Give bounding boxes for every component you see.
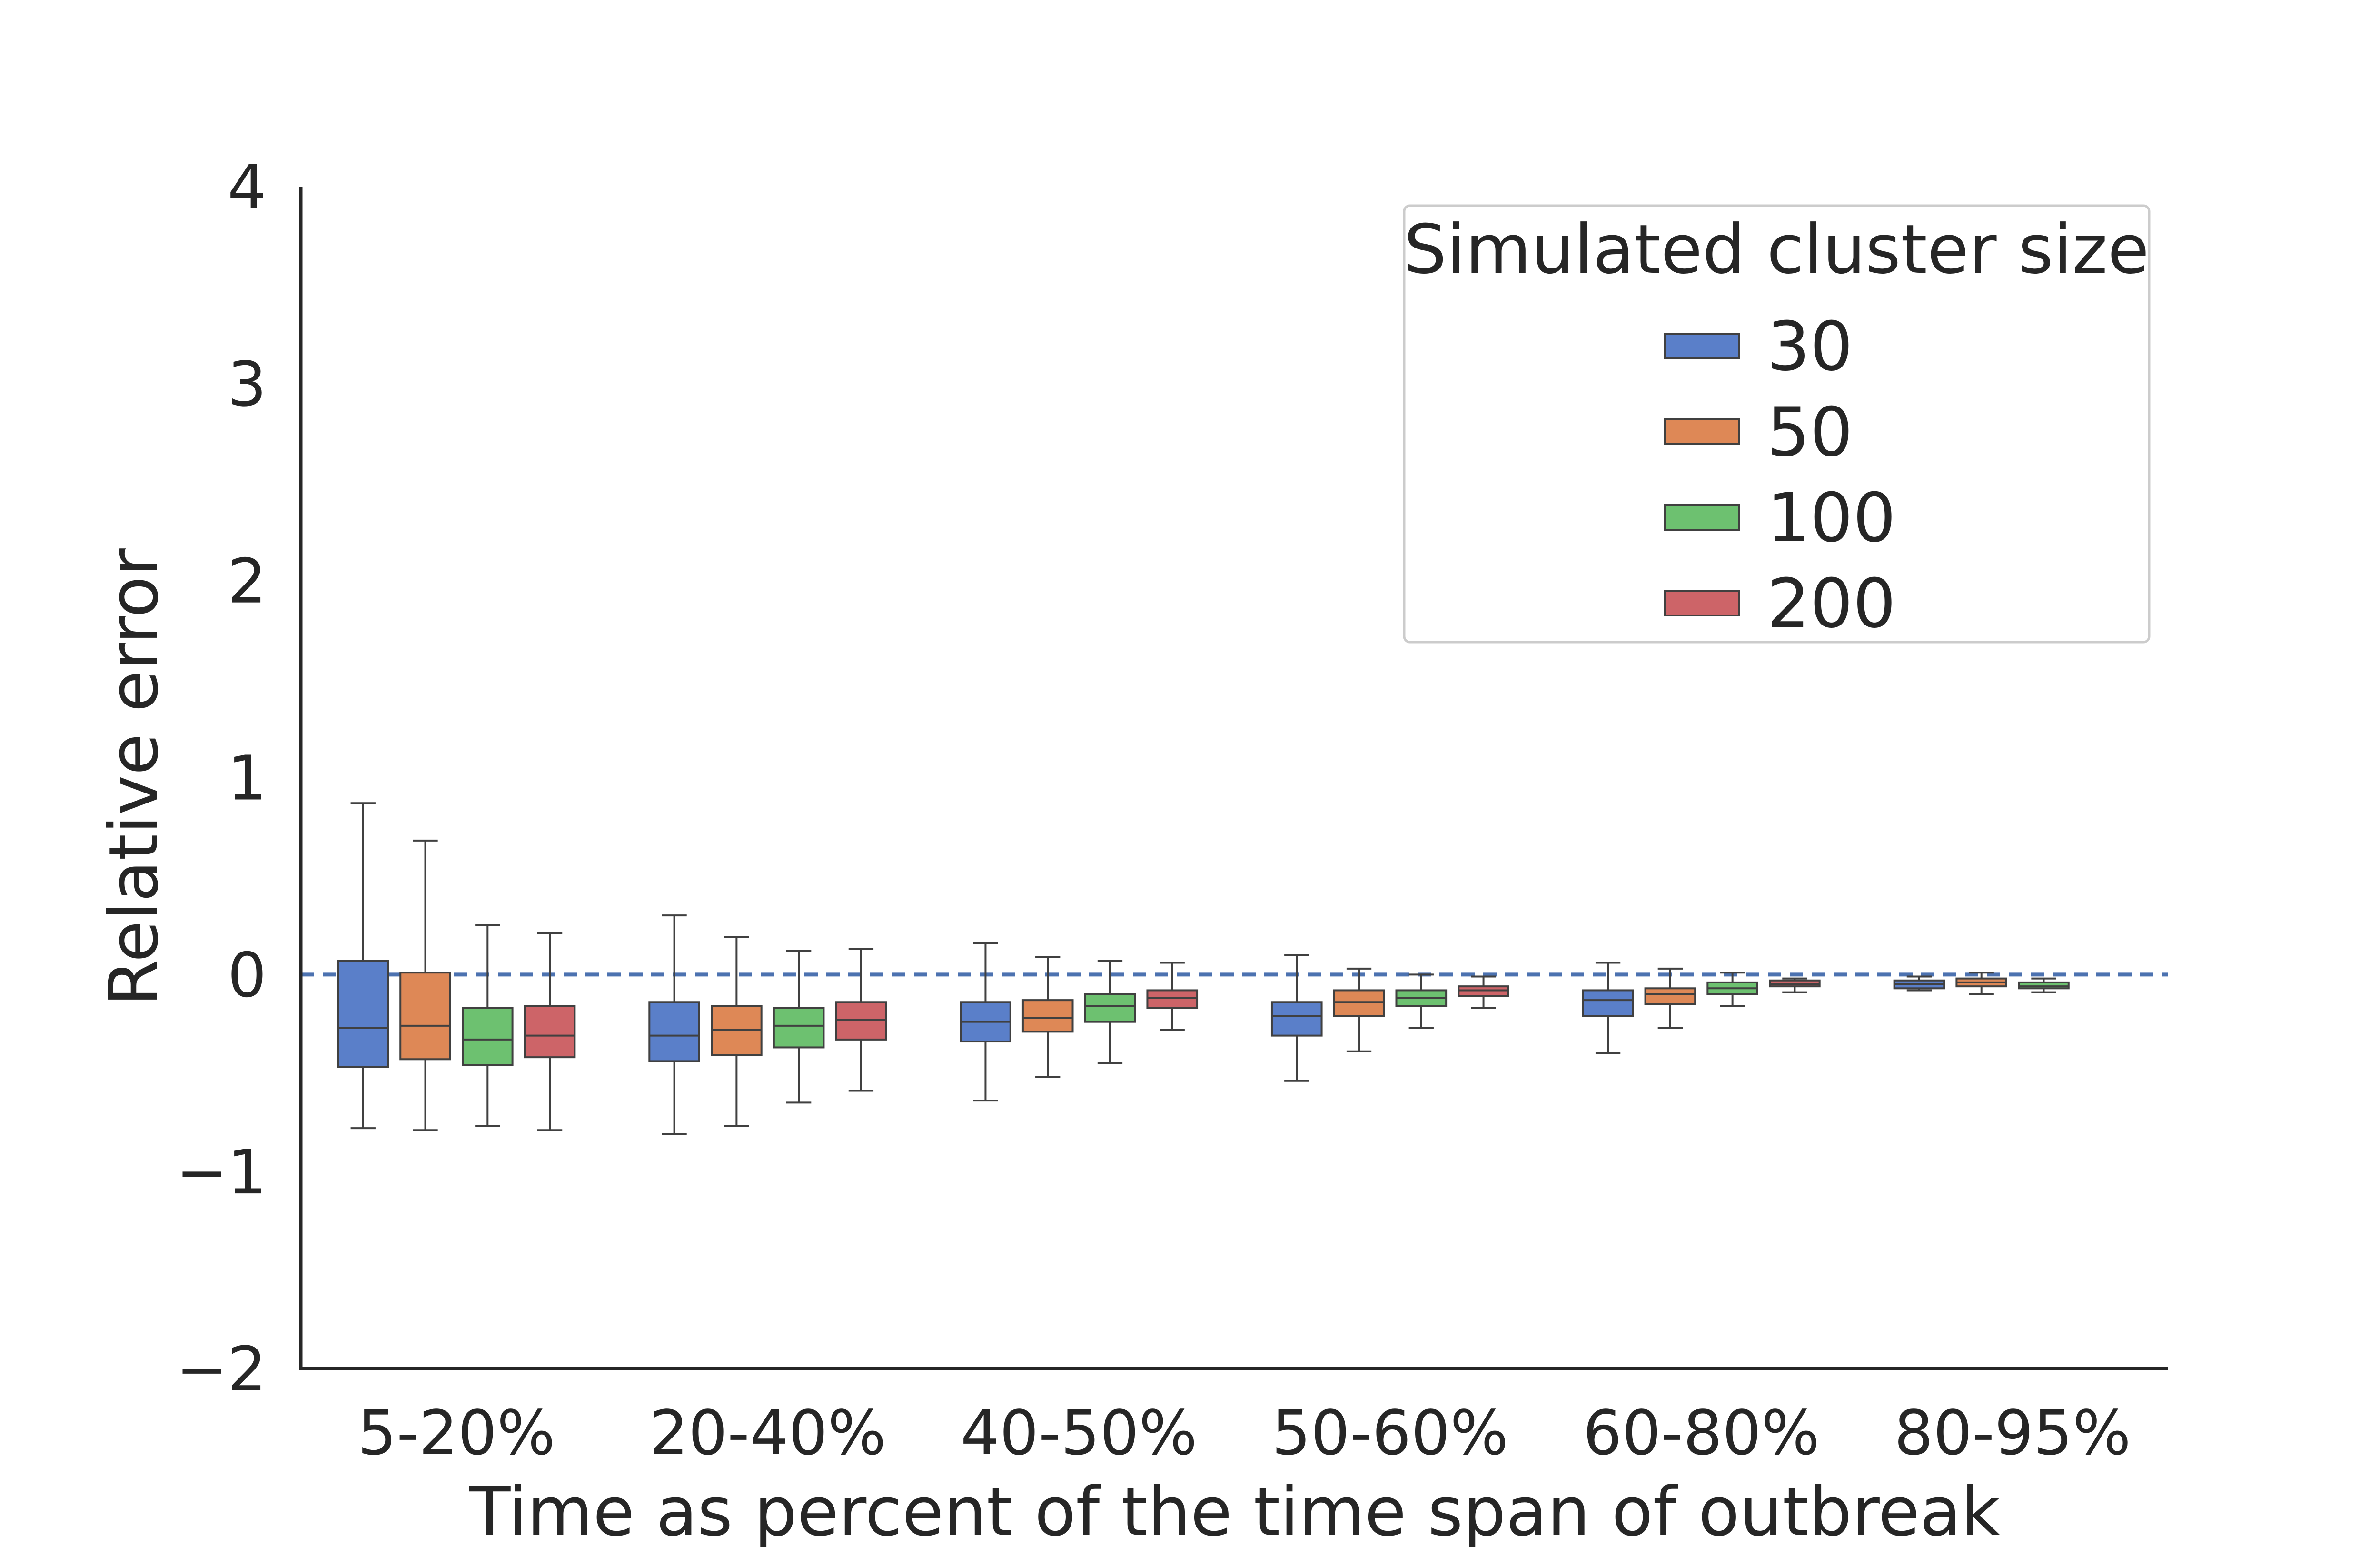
y-tick-label: −2 <box>176 1334 267 1405</box>
x-tick-label: 80-95% <box>1894 1398 2131 1469</box>
box-200-20-40% <box>835 948 887 1092</box>
y-tick-label: 4 <box>228 152 267 223</box>
box-iqr <box>835 1001 887 1041</box>
legend-item-50: 50 <box>1664 393 1853 472</box>
legend-item-30: 30 <box>1664 307 1853 386</box>
box-100-50-60% <box>1395 973 1448 1029</box>
box-iqr <box>1021 999 1074 1033</box>
box-iqr <box>1084 993 1136 1023</box>
legend-label: 200 <box>1767 565 1896 643</box>
box-200-50-60% <box>1458 975 1509 1009</box>
legend-swatch <box>1664 333 1740 359</box>
box-30-50-60% <box>1270 953 1323 1082</box>
box-iqr <box>773 1007 825 1049</box>
box-50-20-40% <box>711 936 763 1127</box>
legend-swatch <box>1664 504 1740 531</box>
legend-frame <box>1403 204 2151 644</box>
y-axis-title: Relative error <box>95 548 173 1006</box>
box-iqr <box>1458 985 1509 997</box>
legend-label: 100 <box>1767 479 1896 557</box>
y-tick-label: −1 <box>176 1137 267 1208</box>
box-iqr <box>711 1005 763 1057</box>
legend-label: 30 <box>1767 307 1853 386</box>
legend-title: Simulated cluster size <box>1404 210 2149 289</box>
y-tick-label: 1 <box>228 743 267 814</box>
box-50-80-95% <box>1955 972 2008 995</box>
x-tick-labels: 5-20% 20-40% 40-50% 50-60% 60-80% 80-95% <box>357 1398 2131 1469</box>
x-tick-label: 20-40% <box>649 1398 886 1469</box>
box-iqr <box>399 972 451 1061</box>
box-30-40-50% <box>960 942 1012 1102</box>
legend-swatch <box>1664 590 1740 616</box>
box-50-40-50% <box>1021 956 1074 1078</box>
box-100-80-95% <box>2018 977 2070 993</box>
box-iqr <box>461 1007 514 1066</box>
x-tick-label: 5-20% <box>357 1398 555 1469</box>
y-tick-labels: 4 3 2 1 0 −1 −2 <box>176 152 267 1405</box>
box-200-40-50% <box>1146 962 1199 1031</box>
box-iqr <box>1582 989 1634 1017</box>
box-iqr <box>1333 989 1385 1017</box>
legend-label: 50 <box>1767 393 1853 472</box>
box-30-80-95% <box>1893 975 1945 992</box>
box-iqr <box>1270 1001 1323 1037</box>
box-100-40-50% <box>1084 960 1136 1064</box>
legend-item-200: 200 <box>1664 565 1896 643</box>
box-iqr <box>648 1001 700 1062</box>
box-layer <box>337 802 2070 1135</box>
y-tick-label: 3 <box>228 349 267 420</box>
x-tick-label: 60-80% <box>1583 1398 1820 1469</box>
legend-swatch <box>1664 418 1740 445</box>
box-30-60-80% <box>1582 962 1634 1054</box>
box-50-50-60% <box>1333 967 1385 1052</box>
box-iqr <box>1769 979 1821 988</box>
box-iqr <box>1146 989 1199 1009</box>
y-tick-label: 2 <box>228 546 267 617</box>
box-100-5-20% <box>461 924 514 1127</box>
box-iqr <box>337 960 389 1068</box>
box-iqr <box>524 1005 576 1059</box>
box-iqr <box>1644 987 1696 1005</box>
box-100-60-80% <box>1706 972 1758 1007</box>
box-30-5-20% <box>337 802 389 1130</box>
box-iqr <box>2018 981 2070 990</box>
legend-item-100: 100 <box>1664 479 1896 557</box>
x-axis-title: Time as percent of the time span of outb… <box>469 1473 2001 1547</box>
box-200-5-20% <box>524 932 576 1131</box>
box-100-20-40% <box>773 950 825 1104</box>
box-50-60-80% <box>1644 967 1696 1029</box>
x-tick-label: 40-50% <box>961 1398 1197 1469</box>
box-50-5-20% <box>399 839 451 1131</box>
x-tick-label: 50-60% <box>1272 1398 1508 1469</box>
box-200-60-80% <box>1769 977 1821 993</box>
y-tick-label: 0 <box>228 940 267 1011</box>
box-30-20-40% <box>648 914 700 1135</box>
